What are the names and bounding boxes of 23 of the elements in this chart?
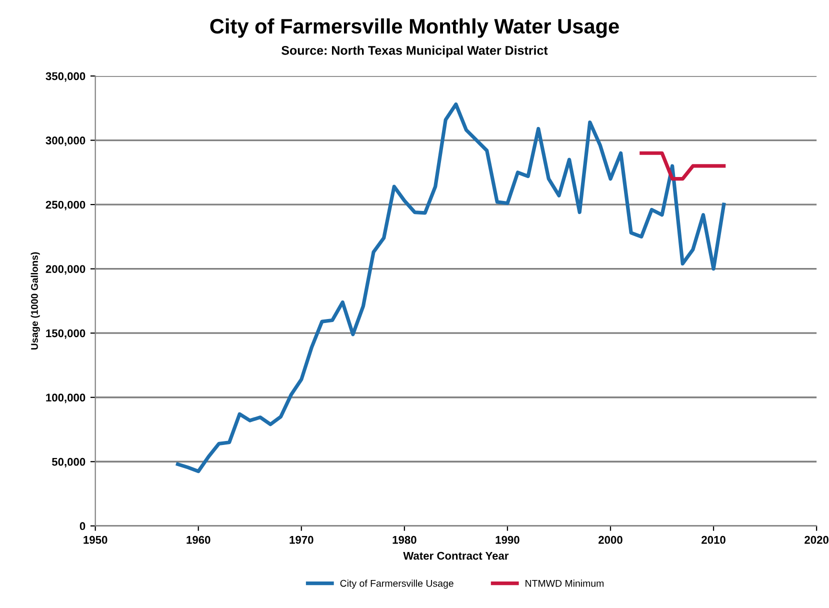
x-axis-title: Water Contract Year [403, 552, 509, 560]
x-tick-label: 2020 [804, 536, 828, 544]
x-tick-label: 1980 [392, 536, 416, 544]
x-tick-label: 2000 [598, 536, 622, 544]
x-tick-label: 1970 [290, 536, 314, 544]
legend-label: NTMWD Minimum [526, 580, 604, 587]
x-tick-label: 2010 [702, 536, 726, 544]
y-tick-label: 50,000 [52, 458, 86, 468]
y-axis-title: Usage (1000 Gallons) [30, 252, 40, 350]
x-tick-label: 1990 [496, 536, 520, 544]
y-tick-label: 0 [80, 522, 86, 530]
chart-subtitle: Source: North Texas Municipal Water District [282, 46, 548, 58]
line-series [176, 102, 726, 474]
y-tick-label: 350,000 [46, 72, 86, 82]
x-tick-label: 1950 [84, 536, 108, 544]
y-tick-label: 100,000 [46, 394, 86, 404]
y-tick-label: 150,000 [46, 329, 86, 339]
chart-title: City of Farmersville Monthly Water Usage [210, 18, 619, 38]
y-tick-label: 250,000 [46, 200, 86, 210]
y-tick-label: 300,000 [46, 136, 86, 146]
x-tick-label: 1960 [186, 536, 210, 544]
legend-label: City of Farmersville Usage [340, 580, 454, 589]
y-tick-label: 200,000 [46, 265, 86, 275]
